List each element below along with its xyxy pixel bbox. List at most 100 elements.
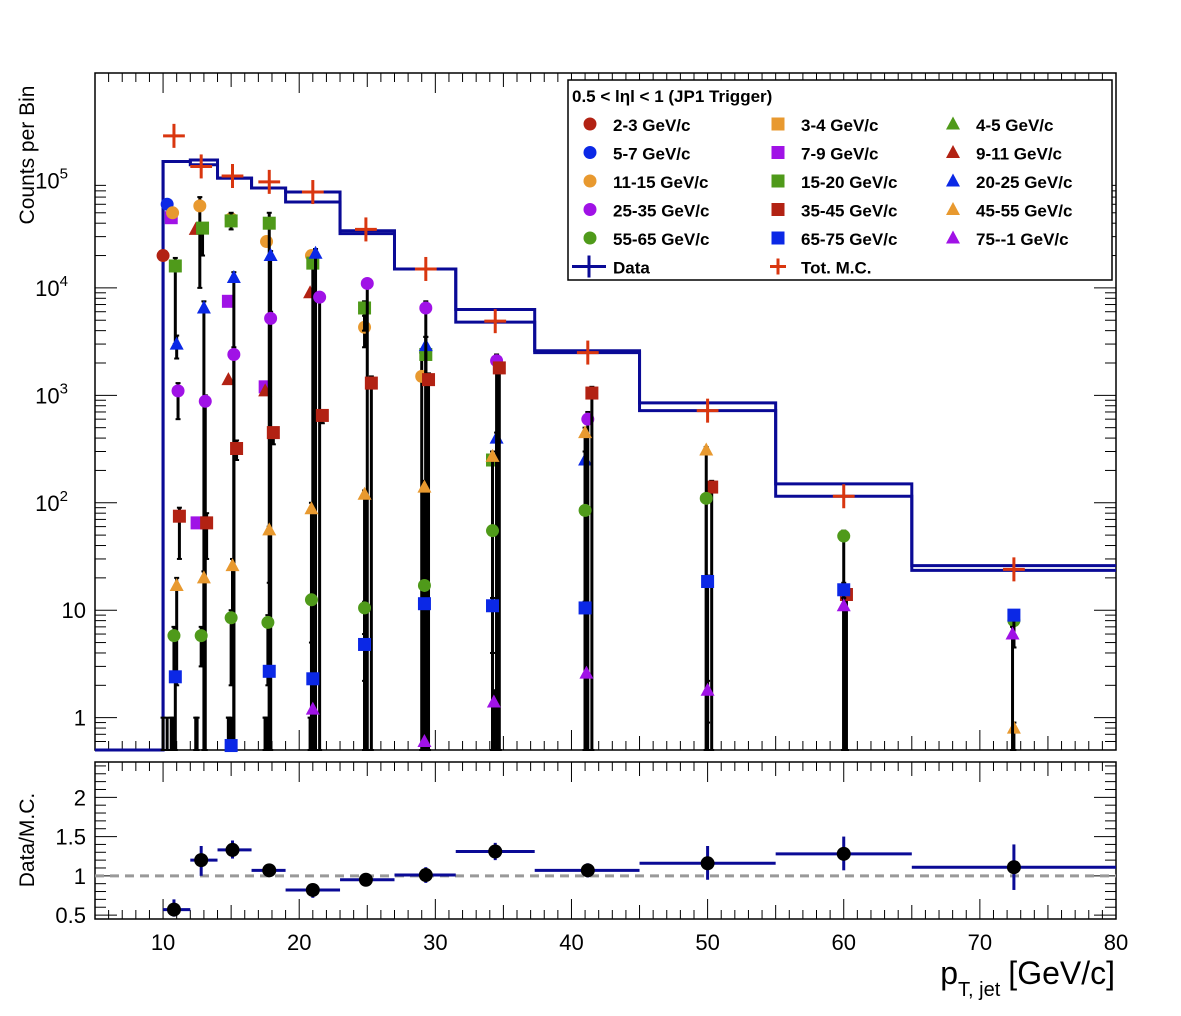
ratio-point	[166, 902, 181, 917]
series-point	[264, 311, 278, 325]
y-tick-label-base: 10	[62, 598, 86, 623]
legend-label: 75--1 GeV/c	[976, 230, 1069, 249]
y-tick-label: 102	[35, 488, 68, 516]
ratio-y-tick-label: 2	[74, 785, 86, 810]
series-point	[585, 386, 599, 400]
series-point	[315, 408, 329, 422]
legend-marker	[583, 231, 597, 245]
series-point	[169, 336, 184, 350]
series-point	[578, 503, 592, 517]
series-point	[266, 426, 280, 440]
series-point	[193, 199, 207, 213]
ratio-axis-ticks	[95, 762, 1117, 919]
ratio-y-tick-label: 1	[74, 864, 86, 889]
legend-title: 0.5 < lηl < 1 (JP1 Trigger)	[572, 87, 772, 106]
legend-marker	[583, 174, 597, 188]
legend-label: 5-7 GeV/c	[613, 145, 691, 164]
series-point	[171, 384, 185, 398]
series-point	[701, 575, 715, 589]
series-point	[1005, 626, 1020, 640]
series-point	[360, 276, 374, 290]
legend-label: 2-3 GeV/c	[613, 116, 691, 135]
legend-items: 2-3 GeV/c 3-4 GeV/c 4-5 GeV/c 5-7 GeV/c 7-9 …	[572, 116, 1072, 278]
legend-label: 35-45 GeV/c	[801, 202, 897, 221]
legend-marker	[771, 231, 785, 245]
y-tick-label-base: 10	[35, 491, 59, 516]
series-point	[172, 509, 186, 523]
legend-label: 55-65 GeV/c	[613, 230, 709, 249]
series-point	[221, 372, 236, 386]
legend-label: 3-4 GeV/c	[801, 116, 879, 135]
legend-marker	[771, 203, 785, 216]
legend-label: 15-20 GeV/c	[801, 173, 897, 192]
ratio-y-axis-label: Data/M.C.	[16, 793, 39, 888]
series-point	[304, 593, 318, 607]
legend-marker	[583, 117, 597, 131]
series-point	[227, 347, 241, 361]
legend-marker	[946, 116, 960, 130]
y-tick-label: 103	[35, 380, 68, 408]
series-point	[417, 597, 431, 611]
series-point	[196, 570, 211, 584]
x-tick-label: 80	[1104, 930, 1128, 955]
series-point	[578, 425, 593, 439]
y-tick-label: 105	[35, 165, 68, 193]
series-point	[579, 665, 594, 679]
legend-marker	[583, 203, 597, 216]
x-axis-label-subscript: T, jet	[958, 979, 1001, 1001]
ratio-point	[488, 844, 503, 859]
series-point	[224, 214, 238, 228]
ratio-point	[418, 868, 433, 883]
y-tick-label: 104	[35, 273, 68, 301]
series-point	[364, 376, 378, 390]
ratio-point	[700, 856, 715, 871]
series-point	[262, 522, 277, 536]
y-tick-label-base: 1	[74, 706, 86, 731]
legend-label: 11-15 GeV/c	[613, 173, 708, 192]
series-point	[358, 637, 372, 651]
series-point	[1007, 608, 1021, 622]
series-point	[486, 524, 500, 538]
series-point	[705, 480, 719, 494]
y-tick-label: 10	[62, 598, 86, 623]
series-point	[196, 300, 211, 314]
ratio-point	[194, 853, 209, 868]
series-point	[196, 221, 210, 235]
series-point	[304, 501, 319, 515]
series-point	[422, 373, 436, 387]
x-tick-label: 50	[695, 930, 719, 955]
ratio-point	[225, 842, 240, 857]
series-point	[313, 290, 327, 304]
series-point	[417, 578, 431, 592]
legend-marker	[946, 230, 960, 244]
series-point	[836, 598, 851, 612]
y-tick-label-exponent: 3	[60, 380, 68, 397]
x-tick-label: 60	[831, 930, 855, 955]
ratio-point	[358, 872, 373, 887]
series-point	[200, 516, 214, 530]
x-axis-label-symbol: p	[940, 955, 958, 991]
series-point	[486, 694, 501, 708]
series-point	[230, 441, 244, 455]
series-point	[224, 739, 238, 753]
legend-label-data: Data	[613, 259, 650, 278]
legend-label: 65-75 GeV/c	[801, 230, 897, 249]
x-axis-label-unit: [GeV/c]	[1008, 955, 1115, 991]
series-point	[260, 235, 274, 249]
series-point	[221, 294, 235, 308]
legend-label: 45-55 GeV/c	[976, 202, 1072, 221]
series-point	[578, 601, 592, 615]
series-point	[837, 529, 851, 543]
series-point	[417, 479, 432, 493]
y-tick-label: 1	[74, 706, 86, 731]
y-tick-label-base: 10	[35, 276, 59, 301]
x-tick-label: 70	[968, 930, 992, 955]
ratio-tick-labels: 0.5 1 1.5 2 10 20 30 40 50 60 70 80	[55, 785, 1128, 955]
legend-box	[567, 79, 1113, 281]
legend-marker	[583, 146, 597, 159]
legend-label: 7-9 GeV/c	[801, 145, 879, 164]
ratio-plot-frame	[94, 761, 1117, 920]
